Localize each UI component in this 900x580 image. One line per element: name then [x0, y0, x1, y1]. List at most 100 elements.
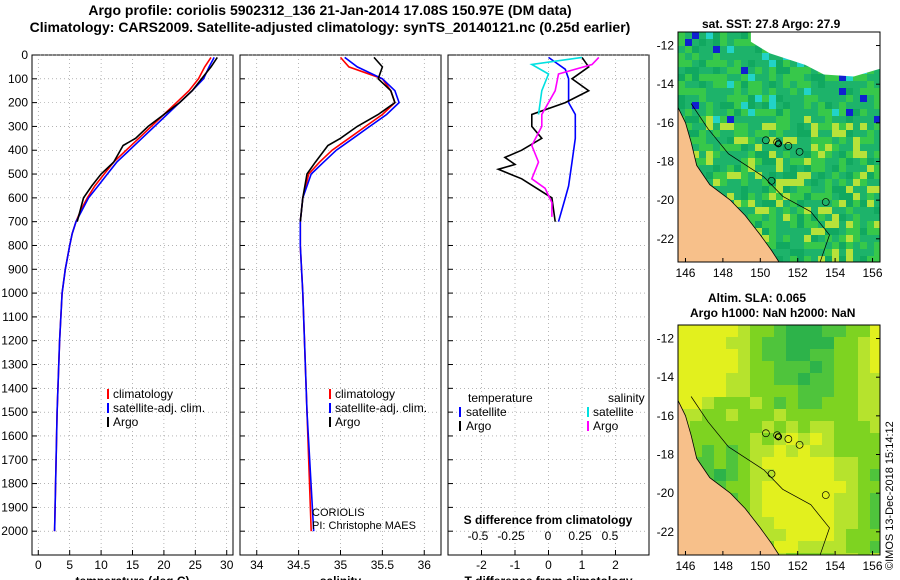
sst_map-cell-40: [727, 46, 734, 53]
sla_map-cell-152: [810, 481, 822, 493]
sla_map-cell-39: [858, 349, 870, 361]
sla_map-cell-218: [834, 553, 846, 555]
depth-tick-label-12: 1200: [1, 334, 28, 348]
sst_map-cell-83: [734, 67, 741, 74]
sst_map-cell-484: [811, 228, 818, 235]
sst_map-cell-54: [713, 53, 720, 60]
sla_map-cell-210: [786, 541, 798, 553]
sla_map-cell-137: [798, 469, 810, 481]
sst_map-cell-108: [811, 74, 818, 81]
sst_map-cell-84: [741, 67, 748, 74]
sst_map-cell-173: [818, 102, 825, 109]
sst_map-cell-318: [741, 165, 748, 172]
temperature-xtick-label-2: 10: [94, 558, 108, 572]
sst_map-cell-305: [797, 158, 804, 165]
depth-tick-label-15: 1500: [1, 405, 28, 419]
sst_map-cell-388: [748, 193, 755, 200]
sla_map-cell-163: [774, 493, 786, 505]
sst_map-cell-111: [832, 74, 839, 81]
sst_map-cell-317: [734, 165, 741, 172]
sla_map-cell-205: [810, 529, 822, 541]
sst_map-cell-187: [783, 109, 790, 116]
sst_map-xtick-label-0: 146: [675, 266, 695, 280]
sst_map-cell-238: [797, 130, 804, 137]
sla_map-cell-27: [678, 349, 690, 361]
sst_map-cell-2: [706, 32, 713, 39]
sla_map-cell-124: [810, 457, 822, 469]
sst_map-reef-0: [762, 136, 770, 145]
sst_map-cell-340: [790, 172, 797, 179]
sst_map-cell-109: [818, 74, 825, 81]
sst_map-cell-549: [804, 256, 811, 262]
sst_map-cell-297: [706, 158, 713, 165]
sla_map-cell-77: [870, 385, 880, 397]
sst_map-cell-105: [783, 74, 790, 81]
sla_map-cell-198: [870, 517, 880, 529]
sst_map-cell-222: [818, 123, 825, 130]
sst_map-cell-398: [825, 193, 832, 200]
sla_map-reef-4: [767, 469, 776, 478]
sst_map-frame: [677, 31, 881, 263]
sst_map-cell-72: [776, 60, 783, 67]
sla_map-cell-169: [846, 493, 858, 505]
sla_map-cell-165: [798, 493, 810, 505]
sst_map-cell-390: [769, 193, 776, 200]
sst_map-cell-143: [860, 88, 867, 95]
sst_map-cell-466: [797, 221, 804, 228]
sst_map-cell-262: [867, 137, 874, 144]
sla_map-cell-194: [810, 517, 822, 529]
sla_map-cell-212: [810, 541, 822, 553]
sst_map-cell-228: [874, 123, 880, 130]
sst_map-cell-410: [741, 200, 748, 207]
sla_map-cell-34: [774, 349, 786, 361]
sla_map-cell-104: [822, 433, 834, 445]
sla_map-cell-190: [762, 517, 774, 529]
sst_map-argo-marker: [774, 140, 783, 148]
depth-tick-label-3: 300: [8, 119, 28, 133]
sla_map-reef-0: [762, 429, 770, 438]
sst_map-cell-210: [685, 123, 692, 130]
sst_map-cell-207: [846, 116, 853, 123]
sla_map-cell-140: [834, 469, 846, 481]
sst_map-cell-219: [783, 123, 790, 130]
sst_map-cell-419: [846, 200, 853, 207]
sst_map-cell-127: [797, 81, 804, 88]
sst_map-cell-133: [692, 88, 699, 95]
sst_map-cell-363: [825, 179, 832, 186]
sla_map-cell-107: [726, 445, 738, 457]
sst_map-reef-3: [795, 147, 804, 156]
sla_map-cell-48: [786, 361, 798, 373]
sst_map-cell-474: [874, 221, 880, 228]
sst_map-cell-79: [685, 67, 692, 74]
sla_map-cell-99: [750, 433, 762, 445]
sla_map-cell-161: [750, 493, 762, 505]
sst_map-cell-233: [734, 130, 741, 137]
sst_map-cell-281: [748, 151, 755, 158]
sst_map-cell-283: [762, 151, 769, 158]
sst_map-cell-462: [755, 221, 762, 228]
sst_map-cell-452: [839, 214, 846, 221]
sla_map-cell-96: [810, 421, 822, 433]
sst_map-cell-197: [692, 116, 699, 123]
sst_map-cell-518: [776, 242, 783, 249]
sla_map-cell-35: [786, 349, 798, 361]
sst_map-cell-413: [769, 200, 776, 207]
sst_map-cell-164: [720, 102, 727, 109]
sla_map-cell-33: [762, 349, 774, 361]
sla_map-cell-73: [798, 385, 810, 397]
sla_map-cell-110: [774, 445, 786, 457]
sla_map-cell-164: [786, 493, 798, 505]
differences-xtick-label-1: -1: [510, 558, 521, 572]
sla_map-cell-44: [714, 361, 726, 373]
sst_map-cell-353: [713, 179, 720, 186]
sst_map-cell-135: [734, 88, 741, 95]
sla_map-cell-192: [786, 517, 798, 529]
sst_map-cell-252: [748, 137, 755, 144]
depth-tick-label-6: 600: [8, 191, 28, 205]
sla_map-cell-118: [726, 457, 738, 469]
sst_map-cell-113: [846, 74, 853, 81]
sst_map-cell-357: [769, 179, 776, 186]
sla_map-cell-183: [846, 505, 858, 517]
sst_map-cell-119: [720, 81, 727, 88]
sst_map-cell-303: [776, 158, 783, 165]
